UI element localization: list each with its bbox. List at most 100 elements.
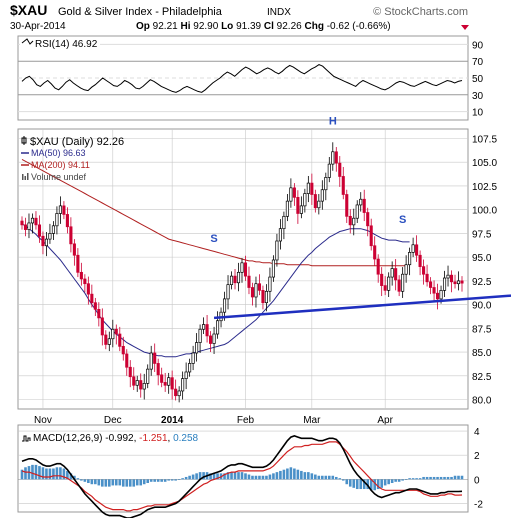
candle-body — [303, 193, 307, 207]
macd-label: MACD(12,26,9) -0.992, -1.251, 0.258 — [33, 433, 199, 444]
macd-histogram-bar — [387, 479, 390, 485]
candle — [62, 201, 66, 220]
macd-histogram-bar — [268, 474, 272, 480]
candle — [76, 248, 80, 278]
candle-body — [250, 287, 255, 298]
candle — [163, 372, 167, 392]
candle-body — [436, 292, 440, 300]
candle — [128, 360, 132, 388]
macd-histogram-bar — [121, 479, 125, 487]
candle — [30, 213, 35, 234]
candle — [348, 209, 352, 234]
candle-body — [156, 363, 160, 376]
macd-tick-label: 2 — [474, 451, 480, 462]
macd-histogram-bar — [293, 468, 296, 480]
candle — [394, 259, 398, 291]
candle-body — [188, 363, 192, 373]
macd-histogram-bar — [328, 475, 331, 480]
candle-body — [216, 320, 220, 335]
macd-legend-icon — [22, 435, 31, 442]
candle — [317, 194, 321, 215]
macd-tick-label: -2 — [474, 500, 483, 511]
candle — [436, 283, 440, 310]
price-tick-label: 90.0 — [472, 301, 492, 312]
candle — [404, 255, 408, 283]
candle-body — [132, 376, 136, 386]
candle-body — [34, 217, 38, 226]
candle-body — [160, 374, 164, 383]
price-tick-label: 87.5 — [472, 324, 492, 335]
macd-histogram-bar — [226, 472, 230, 480]
macd-histogram-bar — [345, 479, 349, 485]
candle — [254, 276, 258, 308]
macd-histogram-bar — [254, 475, 258, 480]
candle — [65, 207, 69, 234]
macd-histogram-bar — [80, 479, 83, 481]
macd-histogram-bar — [34, 464, 38, 480]
pattern-annotation: S — [210, 233, 217, 245]
candle — [442, 270, 447, 297]
down-arrow-icon — [461, 25, 469, 30]
candle — [142, 373, 146, 400]
macd-histogram-bar — [62, 468, 66, 480]
macd-histogram-bar — [408, 478, 411, 480]
macd-histogram-bar — [286, 468, 289, 480]
candle-body — [268, 276, 272, 292]
candle-body — [376, 258, 380, 275]
candle — [27, 213, 31, 239]
candle-legend-icon — [21, 136, 27, 145]
candle — [247, 266, 251, 295]
macd-histogram-bar — [418, 478, 422, 480]
candle — [268, 267, 272, 302]
candle-body — [415, 244, 419, 256]
candle — [460, 276, 464, 292]
macd-histogram-bar — [181, 478, 184, 480]
macd-histogram-bar — [52, 468, 55, 480]
macd-histogram-bar — [429, 476, 432, 480]
macd-histogram-bar — [425, 476, 429, 480]
candle — [233, 269, 237, 290]
macd-histogram-bar — [83, 479, 87, 482]
candle — [51, 221, 55, 241]
candle — [236, 262, 241, 292]
macd-histogram-bar — [149, 479, 153, 482]
candle — [69, 217, 73, 253]
candle-body — [449, 274, 454, 283]
macd-histogram-bar — [460, 475, 464, 480]
candle-body — [401, 273, 405, 292]
candle-body — [58, 205, 62, 214]
candle-body — [310, 182, 314, 195]
macd-histogram-bar — [45, 468, 48, 480]
candle — [44, 231, 48, 257]
candle — [41, 231, 45, 255]
macd-histogram-bar — [97, 479, 101, 486]
candle — [313, 189, 317, 213]
candle — [359, 192, 363, 212]
quote-line: Op 92.21 Hi 92.90 Lo 91.39 Cl 92.26 Chg … — [136, 21, 391, 32]
exchange-label: INDX — [267, 7, 291, 18]
candle-body — [394, 268, 398, 281]
candle-body — [170, 377, 174, 390]
price-tick-label: 82.5 — [472, 372, 492, 383]
candle — [331, 142, 335, 171]
macd-histogram-bar — [362, 479, 366, 490]
candle-body — [460, 280, 464, 284]
candle — [449, 270, 454, 293]
candle — [341, 166, 345, 200]
candle-body — [65, 214, 69, 228]
candle-body — [331, 151, 335, 165]
x-tick-label: Feb — [237, 415, 255, 426]
rsi-legend-icon — [21, 38, 34, 45]
macd-histogram-bar — [55, 467, 59, 480]
candle-body — [205, 324, 209, 337]
macd-histogram-bar — [209, 473, 212, 480]
price-tick-label: 100.0 — [472, 206, 497, 217]
candle — [170, 370, 174, 400]
macd-histogram-bar — [66, 470, 69, 480]
candle-body — [100, 317, 104, 336]
macd-histogram-bar — [432, 476, 436, 480]
candle — [366, 207, 370, 237]
macd-histogram-bar — [125, 479, 129, 487]
candle — [93, 297, 97, 316]
candle-body — [390, 268, 394, 278]
